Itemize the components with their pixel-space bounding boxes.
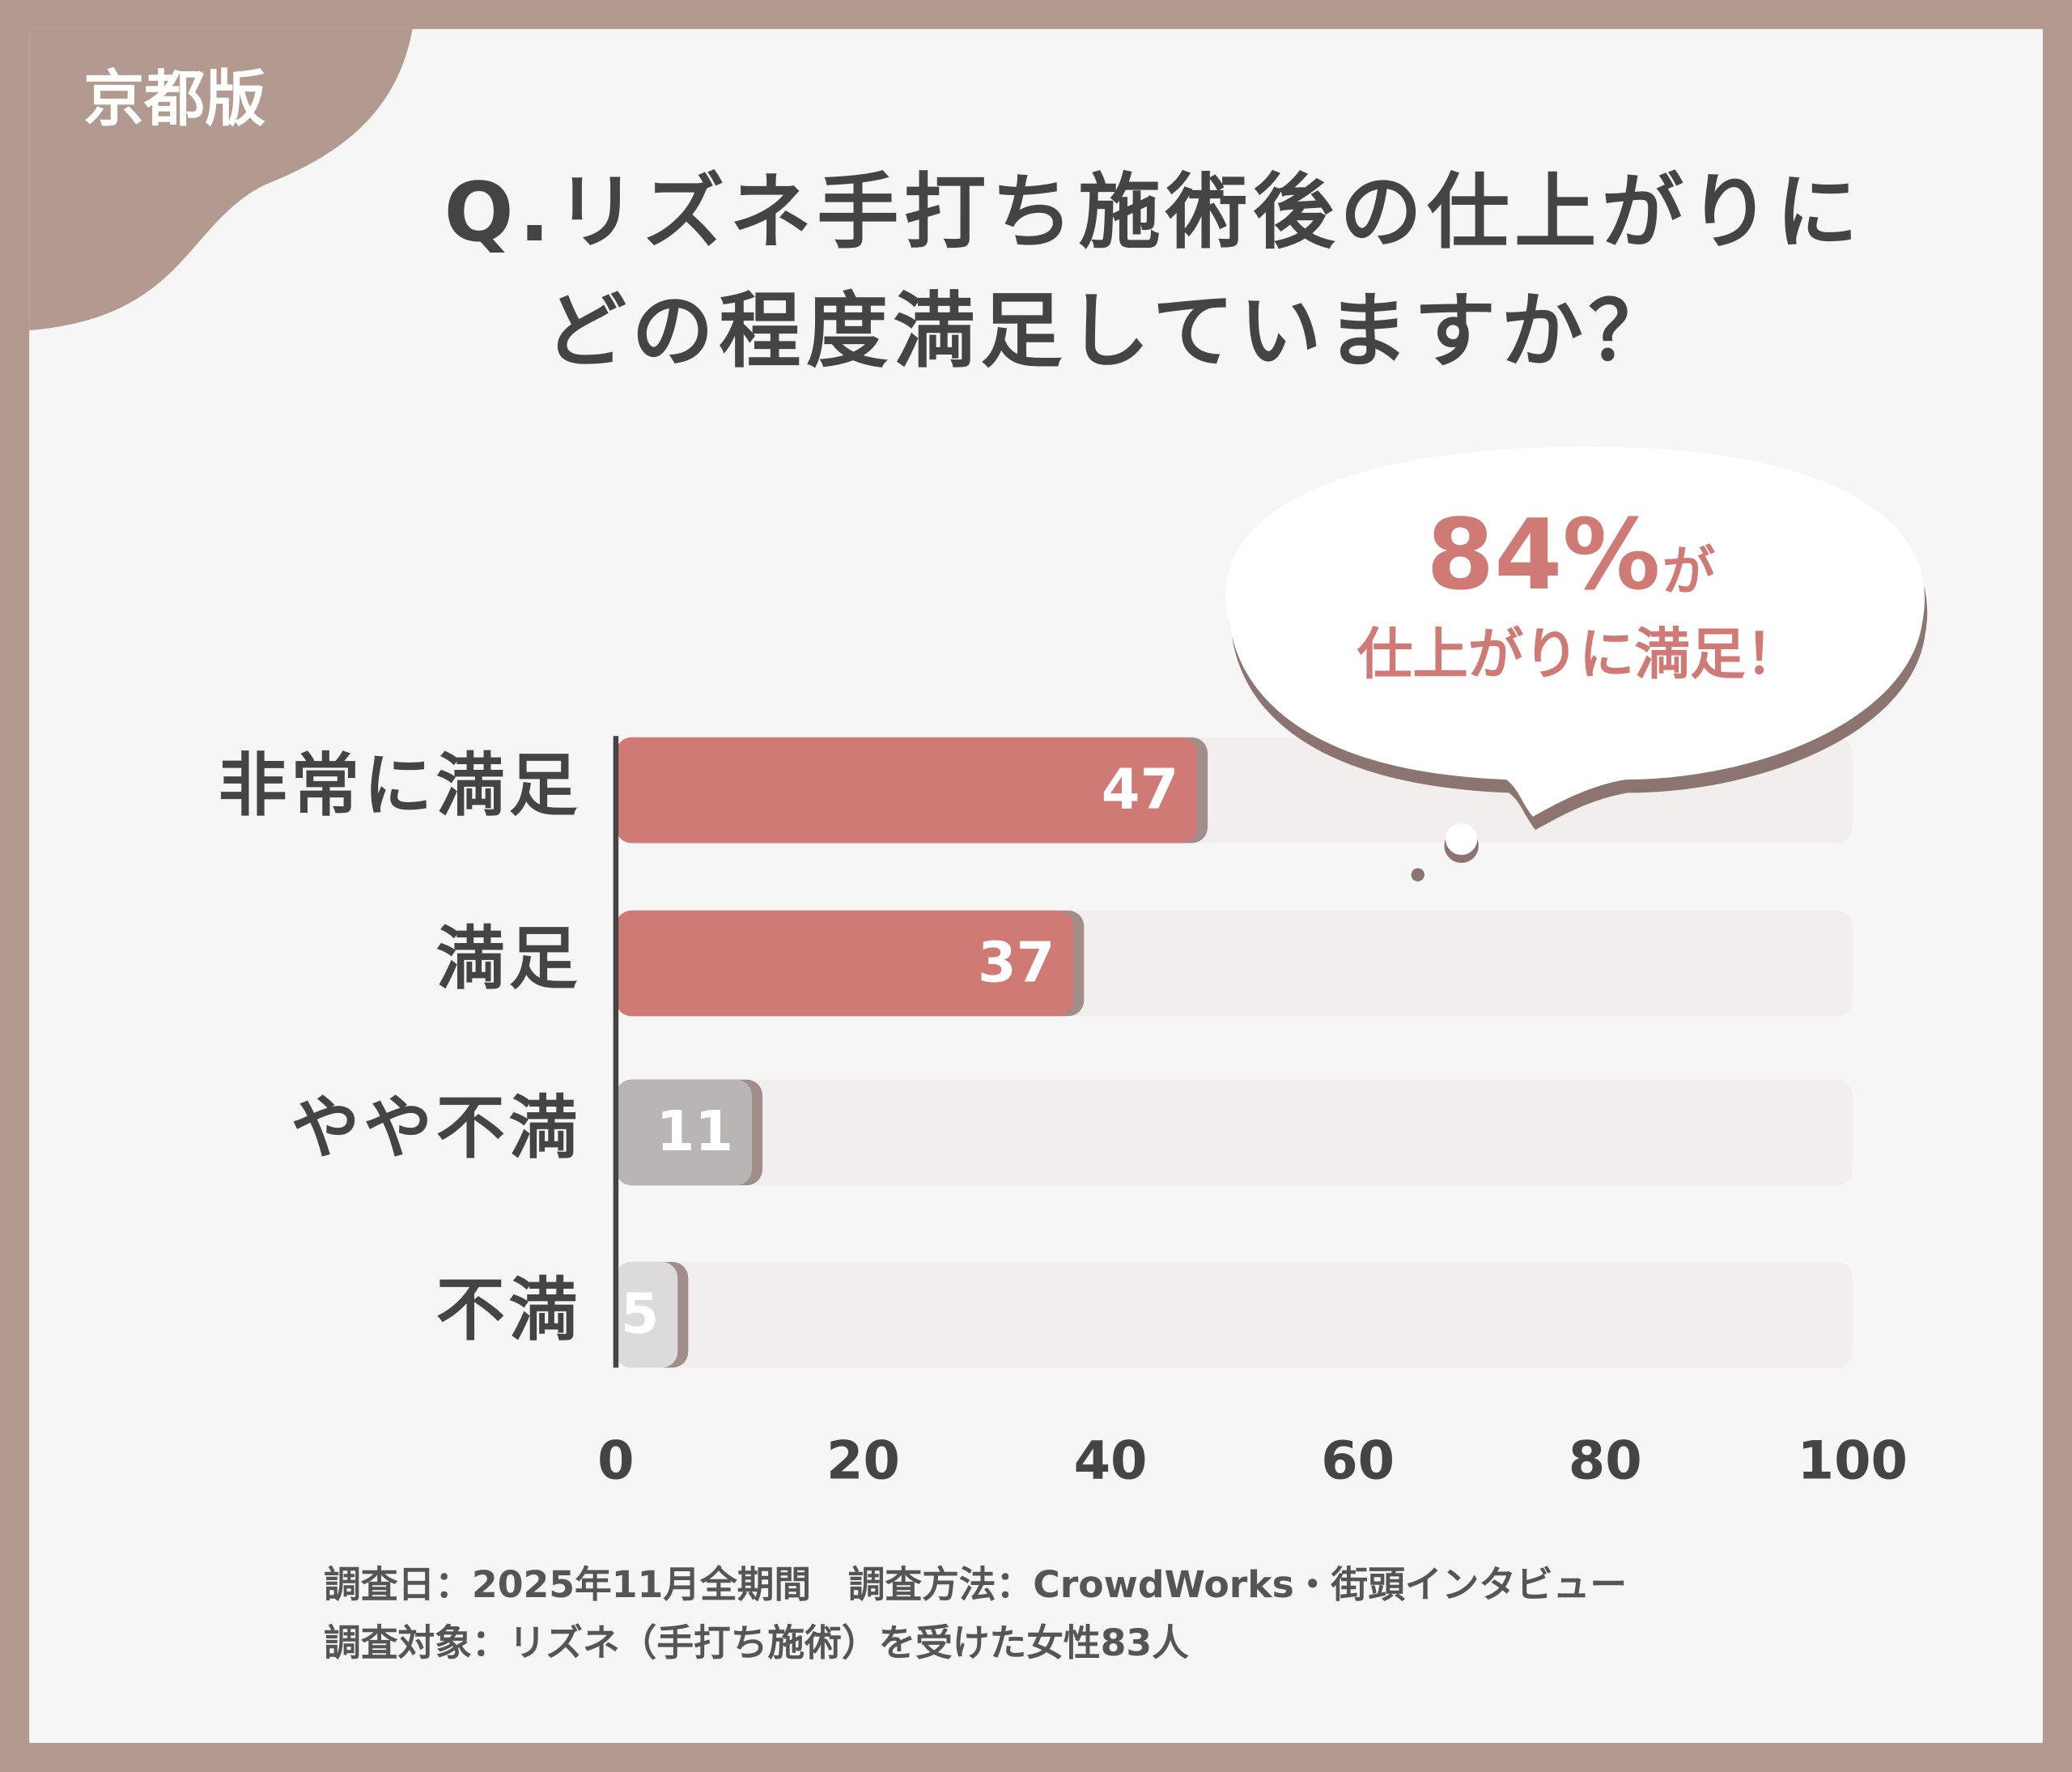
callout: 84% が 仕上がりに満足！ xyxy=(1225,446,1928,882)
track xyxy=(615,1079,1853,1186)
panel xyxy=(29,28,2043,1744)
bar xyxy=(615,1261,678,1368)
x-tick-label: 0 xyxy=(597,1430,634,1492)
x-tick-label: 100 xyxy=(1798,1430,1908,1492)
title: Q.リズネ手打ち施術後の仕上がりに xyxy=(444,164,1863,260)
y-tick-label: やや不満 xyxy=(291,1088,581,1168)
track xyxy=(615,1261,1853,1368)
callout-dot xyxy=(1446,822,1478,856)
title: どの程度満足していますか？ xyxy=(545,283,1675,379)
y-tick-label: 不満 xyxy=(436,1271,582,1351)
callout-bubble xyxy=(1225,446,1925,817)
callout-text: 仕上がりに満足！ xyxy=(1357,623,1801,687)
callout-dot xyxy=(1411,868,1424,882)
x-tick-label: 60 xyxy=(1321,1430,1395,1492)
plot-area: 0 20 40 60 80 100 非常に満足 47 満足 37 やや不満 11 不満 5 xyxy=(219,736,1908,1492)
badge-shape xyxy=(29,28,413,331)
value-label: 37 xyxy=(978,930,1055,995)
value-label: 5 xyxy=(621,1281,660,1346)
badge: 京都版 xyxy=(83,63,265,134)
x-tick-label: 80 xyxy=(1569,1430,1642,1492)
bar xyxy=(615,1079,752,1186)
footer: 調査対象：リズネ（手打ち施術）を受けた女性83人 xyxy=(324,1621,1189,1664)
value-label: 11 xyxy=(656,1099,733,1164)
callout-highlight: 84% xyxy=(1426,499,1660,612)
footer: 調査日：2025年11月全期間 調査方法：CrowdWorks・街頭インタビュー xyxy=(324,1563,1627,1606)
x-tick-label: 40 xyxy=(1074,1430,1148,1492)
value-label: 47 xyxy=(1102,757,1178,822)
x-tick-label: 20 xyxy=(826,1430,900,1492)
callout-suffix: が xyxy=(1662,541,1715,602)
y-tick-label: 満足 xyxy=(436,919,582,999)
y-tick-label: 非常に満足 xyxy=(219,746,582,827)
bar xyxy=(615,910,1074,1017)
bar xyxy=(615,737,1198,844)
